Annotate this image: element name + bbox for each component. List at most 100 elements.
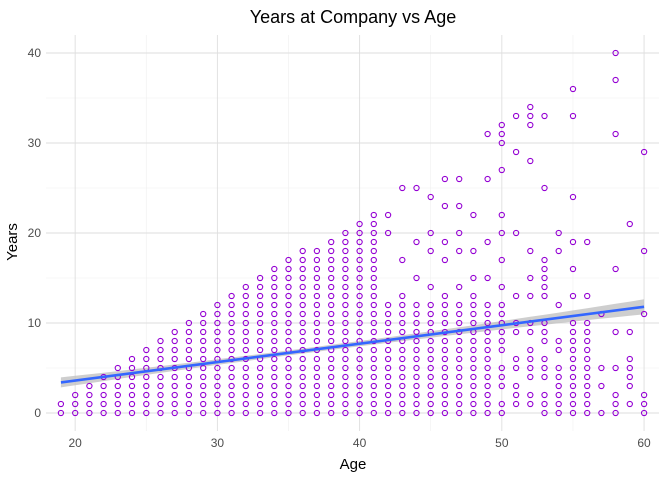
data-point [413, 328, 420, 336]
data-point [328, 364, 335, 372]
x-axis-title: Age [340, 456, 367, 473]
data-point [456, 364, 463, 372]
data-point [569, 364, 577, 372]
data-point [555, 346, 562, 354]
data-point [569, 85, 577, 93]
data-point [626, 220, 633, 228]
data-point [342, 391, 349, 399]
data-point [441, 256, 449, 264]
data-point [541, 283, 548, 291]
data-point [470, 247, 477, 255]
data-point [484, 400, 491, 408]
data-point [200, 373, 207, 381]
x-tick-label: 30 [211, 436, 225, 450]
data-point [356, 229, 363, 237]
data-point [313, 400, 321, 408]
data-point [200, 409, 207, 417]
data-point [185, 382, 193, 390]
data-point [214, 391, 221, 399]
data-point [456, 247, 463, 255]
data-point [399, 409, 406, 417]
data-point [328, 355, 335, 363]
data-point [555, 373, 562, 381]
data-point [399, 319, 406, 327]
data-point [470, 310, 477, 318]
data-points [57, 49, 648, 417]
data-point [441, 346, 449, 354]
data-point [441, 355, 449, 363]
data-point [200, 319, 207, 327]
data-point [86, 409, 93, 417]
data-point [157, 382, 164, 390]
data-point [413, 184, 420, 192]
data-point [299, 301, 306, 309]
data-point [498, 166, 505, 174]
data-point [456, 382, 463, 390]
data-point [356, 391, 363, 399]
data-point [313, 328, 321, 336]
data-point [555, 409, 562, 417]
data-point [413, 382, 420, 390]
data-point [413, 238, 420, 246]
data-point [484, 346, 491, 354]
data-point [143, 373, 150, 381]
data-point [384, 400, 392, 408]
data-point [114, 391, 121, 399]
data-point [157, 355, 164, 363]
data-point [612, 49, 619, 57]
data-point [143, 382, 150, 390]
x-axis-ticks: 20 30 40 50 60 [68, 436, 651, 450]
data-point [640, 400, 648, 408]
data-point [612, 265, 619, 273]
data-point [356, 274, 363, 282]
data-point [285, 292, 292, 300]
data-point [584, 400, 591, 408]
data-point [328, 382, 335, 390]
data-point [541, 391, 548, 399]
data-point [541, 337, 548, 345]
data-point [427, 409, 434, 417]
data-point [470, 346, 477, 354]
data-point [498, 256, 505, 264]
data-point [214, 310, 221, 318]
y-axis-ticks: 0 10 20 30 40 [28, 46, 42, 420]
data-point [626, 373, 633, 381]
data-point [328, 400, 335, 408]
data-point [484, 382, 491, 390]
data-point [370, 328, 377, 336]
data-point [456, 355, 463, 363]
data-point [569, 292, 577, 300]
data-point [185, 409, 193, 417]
data-point [484, 175, 491, 183]
data-point [569, 328, 577, 336]
data-point [413, 364, 420, 372]
data-point [228, 301, 235, 309]
data-point [271, 346, 278, 354]
data-point [313, 256, 321, 264]
data-point [214, 319, 221, 327]
data-point [328, 247, 335, 255]
data-point [299, 265, 306, 273]
y-tick-label: 0 [34, 406, 41, 420]
data-point [100, 382, 107, 390]
data-point [242, 319, 249, 327]
data-point [356, 220, 363, 228]
data-point [584, 364, 591, 372]
data-point [427, 193, 434, 201]
data-point [427, 382, 434, 390]
data-point [498, 328, 505, 336]
data-point [498, 337, 505, 345]
data-point [399, 355, 406, 363]
data-point [441, 310, 449, 318]
data-point [598, 382, 605, 390]
data-point [555, 391, 562, 399]
data-point [299, 382, 306, 390]
data-point [626, 382, 633, 390]
data-point [242, 373, 249, 381]
data-point [512, 292, 520, 300]
data-point [569, 265, 577, 273]
data-point [612, 328, 619, 336]
data-point [271, 301, 278, 309]
data-point [640, 247, 648, 255]
data-point [384, 373, 392, 381]
